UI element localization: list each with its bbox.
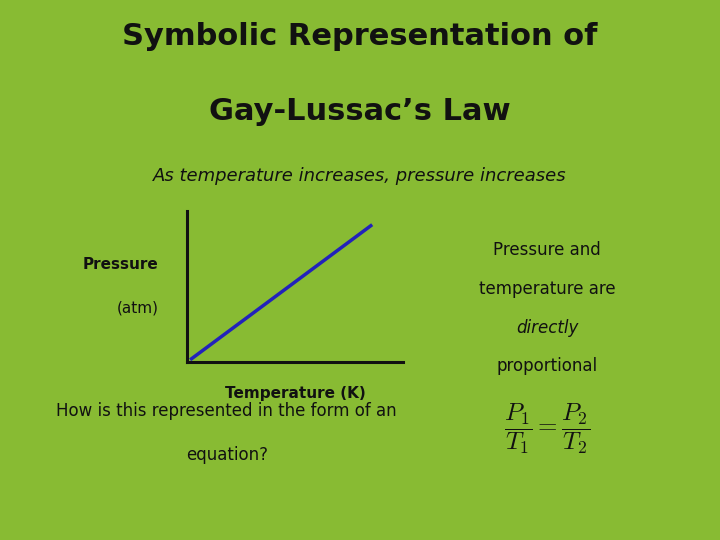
Text: proportional: proportional xyxy=(497,357,598,375)
Text: $\dfrac{P_1}{T_1} = \dfrac{P_2}{T_2}$: $\dfrac{P_1}{T_1} = \dfrac{P_2}{T_2}$ xyxy=(504,402,590,456)
Text: directly: directly xyxy=(516,319,578,336)
Text: How is this represented in the form of an: How is this represented in the form of a… xyxy=(56,402,397,420)
Text: equation?: equation? xyxy=(186,446,268,463)
Text: Pressure: Pressure xyxy=(83,257,158,272)
Text: temperature are: temperature are xyxy=(479,280,616,298)
Text: Pressure and: Pressure and xyxy=(493,241,601,259)
Text: Symbolic Representation of: Symbolic Representation of xyxy=(122,22,598,51)
Text: Gay-Lussac’s Law: Gay-Lussac’s Law xyxy=(210,97,510,126)
Text: (atm): (atm) xyxy=(117,300,158,315)
Text: Temperature (K): Temperature (K) xyxy=(225,386,366,401)
Text: As temperature increases, pressure increases: As temperature increases, pressure incre… xyxy=(153,167,567,185)
